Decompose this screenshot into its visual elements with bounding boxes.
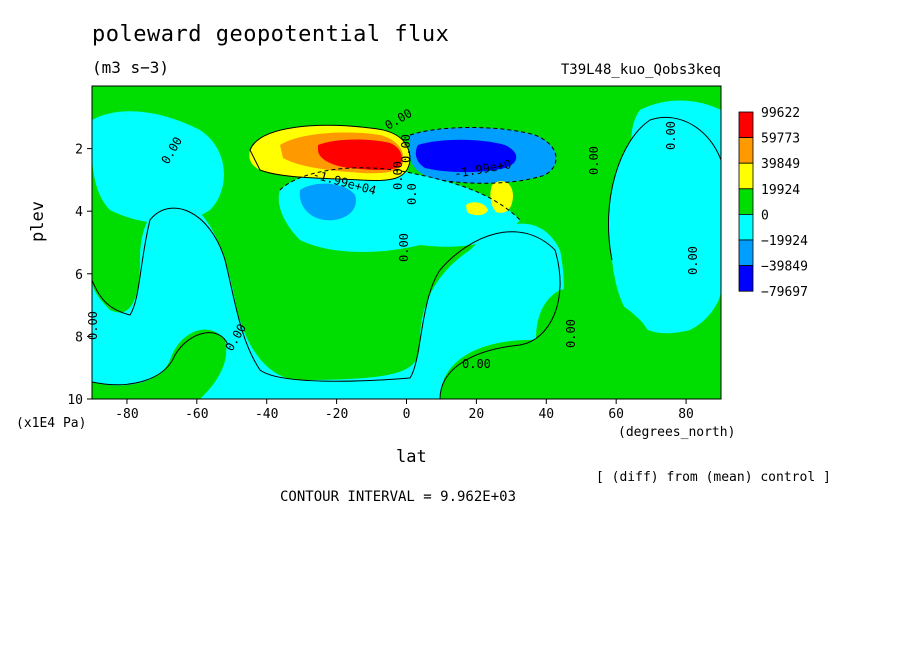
colorbar-label: 19924 xyxy=(761,183,800,198)
green-region xyxy=(536,289,655,387)
contour-line xyxy=(279,167,521,221)
chart-title: poleward geopotential flux xyxy=(92,22,450,47)
contour-label: 0.00 xyxy=(564,319,578,348)
colorbar-swatch xyxy=(738,239,754,267)
cyan-region xyxy=(631,100,721,209)
x-tick-label: -80 xyxy=(115,407,138,422)
colorbar-label: 59773 xyxy=(761,132,800,147)
x-tick-label: 0 xyxy=(403,407,411,422)
heatmap-field xyxy=(92,86,721,399)
y-tick-label: 4 xyxy=(75,205,83,220)
contour-line xyxy=(92,332,229,386)
x-tick-label: -40 xyxy=(255,407,278,422)
contour-label: 0.00 xyxy=(686,246,700,275)
colorbar-label: −19924 xyxy=(761,234,808,249)
run-label: T39L48_kuo_Qobs3keq xyxy=(560,62,721,78)
colorbar-label: −39849 xyxy=(761,260,808,275)
contour-line xyxy=(92,207,561,399)
contour-label: 0.00 xyxy=(462,357,491,371)
colorbar-swatch xyxy=(738,111,754,139)
y-tick-label: 10 xyxy=(67,393,83,408)
x-axis-unit: (degrees_north) xyxy=(618,425,736,440)
colorbar-swatch xyxy=(738,265,754,292)
contour-line xyxy=(249,124,411,182)
lightblue-region xyxy=(299,183,356,221)
y-tick-label: 2 xyxy=(75,143,83,158)
chart-units: (m3 s−3) xyxy=(92,58,170,77)
contour-line xyxy=(608,116,721,261)
contour-label: 0.00 xyxy=(86,311,100,340)
contour-label: 0.00 xyxy=(397,233,411,262)
colorbar-swatch xyxy=(738,188,754,215)
colorbar-label: 0 xyxy=(761,208,769,223)
x-tick-label: 40 xyxy=(538,407,554,422)
y-axis-unit: (x1E4 Pa) xyxy=(16,416,87,431)
y-tick-label: 6 xyxy=(75,268,83,283)
y-axis: 2 4 6 8 10 xyxy=(67,143,92,408)
colorbar-swatch xyxy=(738,137,754,164)
x-tick-label: 80 xyxy=(678,407,694,422)
contour-label: 0.00 xyxy=(664,121,678,150)
green-region xyxy=(92,329,227,399)
x-axis: -80 -60 -40 -20 0 20 40 60 80 xyxy=(115,399,694,422)
x-axis-label: lat xyxy=(396,447,427,467)
diff-note: [ (diff) from (mean) control ] xyxy=(596,470,831,485)
colorbar-label: 39849 xyxy=(761,157,800,172)
red-region xyxy=(318,139,402,170)
contour-interval: CONTOUR INTERVAL = 9.962E+03 xyxy=(280,489,517,505)
colorbar-label: 99622 xyxy=(761,106,800,121)
colorbar: 99622 59773 39849 19924 0 −19924 −39849 −79697 xyxy=(738,106,808,300)
contour-label: 0.00 xyxy=(399,134,413,163)
colorbar-swatch xyxy=(738,213,754,241)
x-tick-label: 60 xyxy=(608,407,624,422)
y-axis-label: plev xyxy=(28,201,48,242)
yellow-region xyxy=(466,202,488,216)
colorbar-label: −79697 xyxy=(761,285,808,300)
contour-label: 0.00 xyxy=(391,161,405,190)
x-tick-label: -20 xyxy=(325,407,348,422)
yellow-region xyxy=(490,181,513,213)
y-tick-label: 8 xyxy=(75,330,83,345)
blue-region xyxy=(415,139,517,173)
colorbar-swatch xyxy=(738,162,754,190)
x-tick-label: -60 xyxy=(185,407,208,422)
cyan-region xyxy=(92,111,224,224)
contour-label: 0.0 xyxy=(405,183,419,205)
x-tick-label: 20 xyxy=(469,407,485,422)
contour-label: 0.00 xyxy=(587,146,601,175)
